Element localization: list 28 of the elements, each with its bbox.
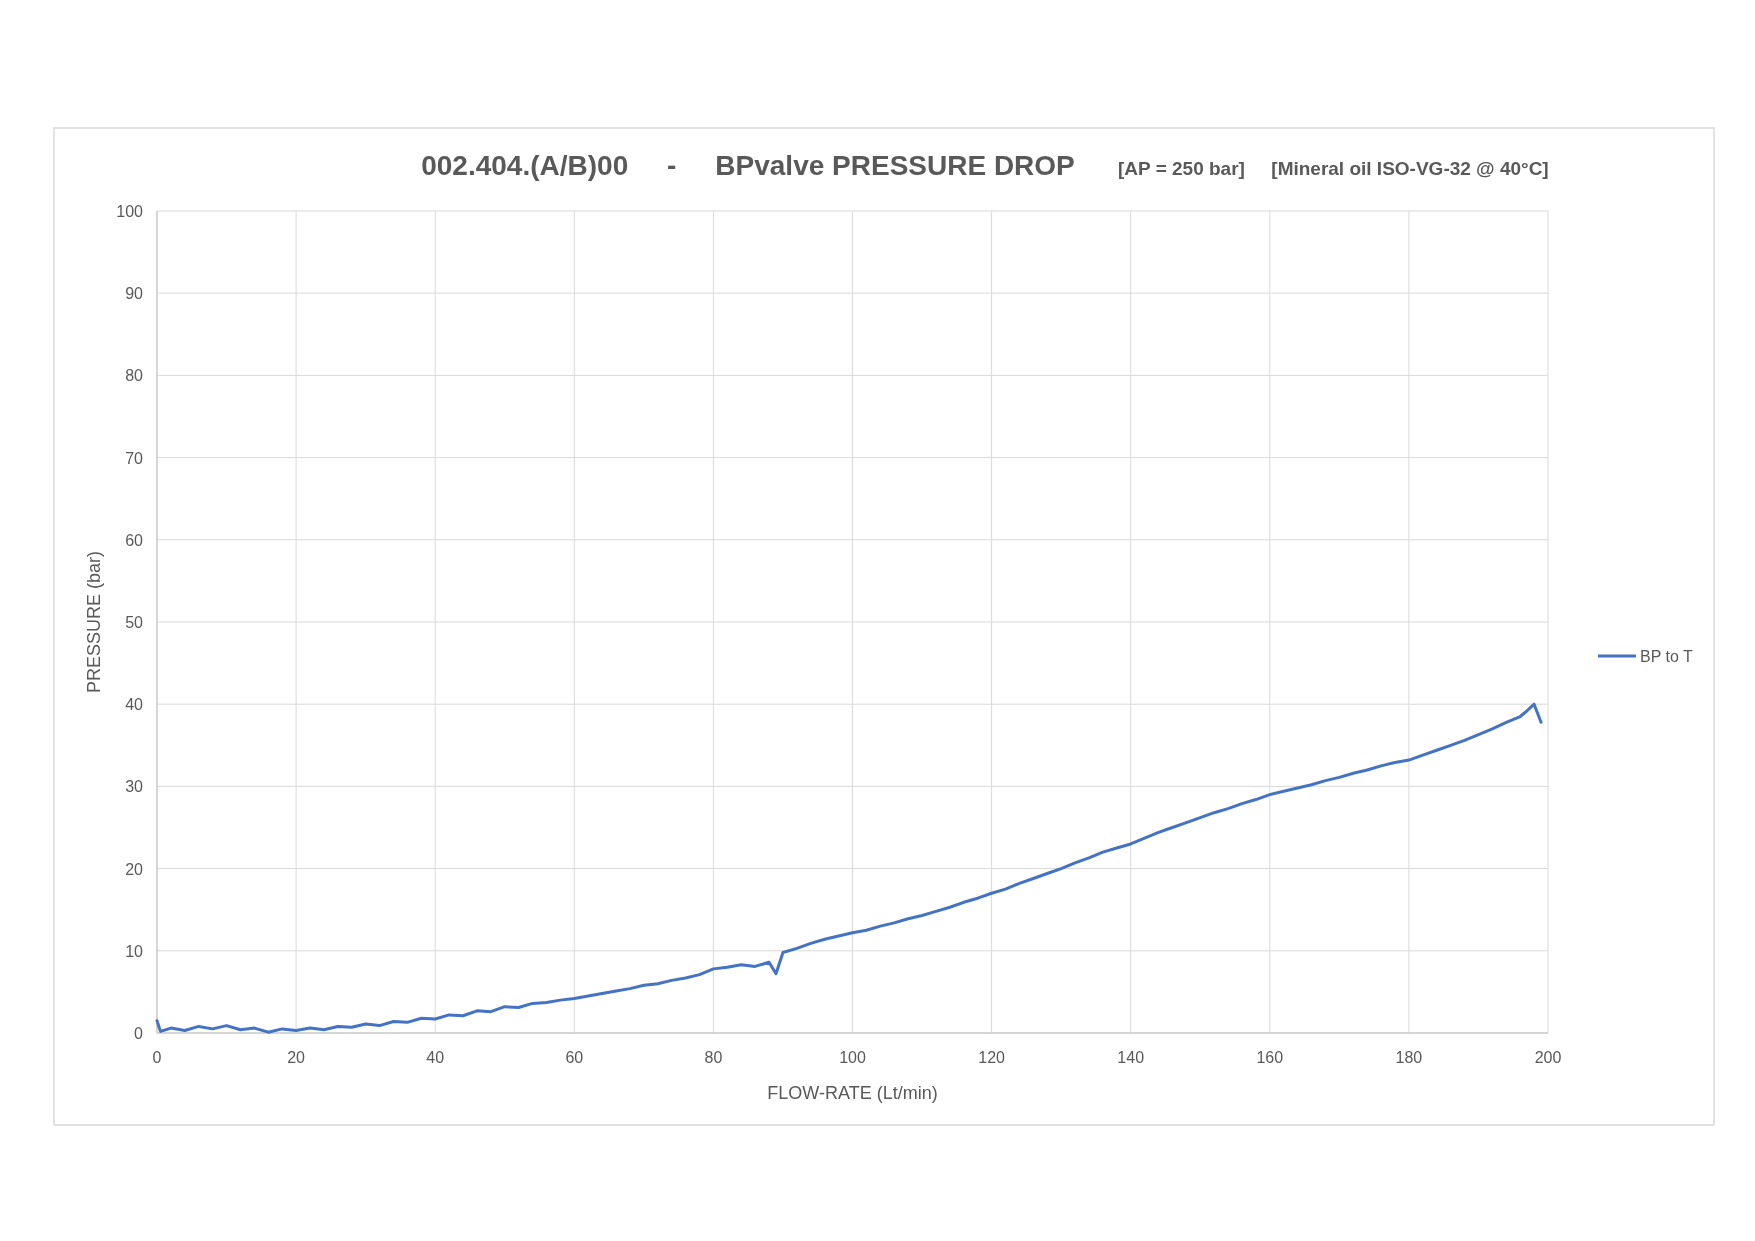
x-tick-label: 200 — [1534, 1049, 1562, 1066]
x-tick-label: 0 — [152, 1049, 162, 1066]
x-tick-label: 180 — [1395, 1049, 1423, 1066]
x-tick-label: 60 — [565, 1049, 584, 1066]
x-tick-label: 140 — [1117, 1049, 1145, 1066]
y-axis-title: PRESSURE (bar) — [84, 550, 104, 694]
x-tick-label: 120 — [978, 1049, 1006, 1066]
x-axis-title: FLOW-RATE (Lt/min) — [767, 1083, 938, 1103]
y-tick-label: 70 — [125, 449, 144, 467]
y-tick-label: 40 — [125, 696, 144, 714]
y-tick-label: 100 — [116, 203, 144, 220]
legend-label: BP to T — [1640, 648, 1693, 665]
y-tick-label: 30 — [125, 778, 144, 796]
y-tick-label: 10 — [125, 942, 144, 960]
y-tick-label: 90 — [125, 285, 144, 303]
x-tick-label: 80 — [704, 1049, 723, 1066]
y-tick-label: 0 — [134, 1025, 144, 1042]
line-series — [155, 702, 1543, 1034]
chart-subtitle: [AP = 250 bar] [Mineral oil ISO-VG-32 @ 40°C] — [1118, 158, 1549, 179]
y-tick-label: 60 — [125, 531, 144, 549]
x-tick-label: 40 — [426, 1049, 445, 1066]
x-tick-label: 160 — [1256, 1049, 1284, 1066]
y-tick-label: 20 — [125, 860, 144, 878]
x-tick-label: 20 — [287, 1049, 306, 1066]
x-tick-label: 100 — [839, 1049, 866, 1066]
y-tick-label: 80 — [125, 367, 144, 385]
chart-title: 002.404.(A/B)00 - BPvalve PRESSURE DROP — [421, 150, 1075, 181]
y-tick-label: 50 — [125, 614, 144, 631]
